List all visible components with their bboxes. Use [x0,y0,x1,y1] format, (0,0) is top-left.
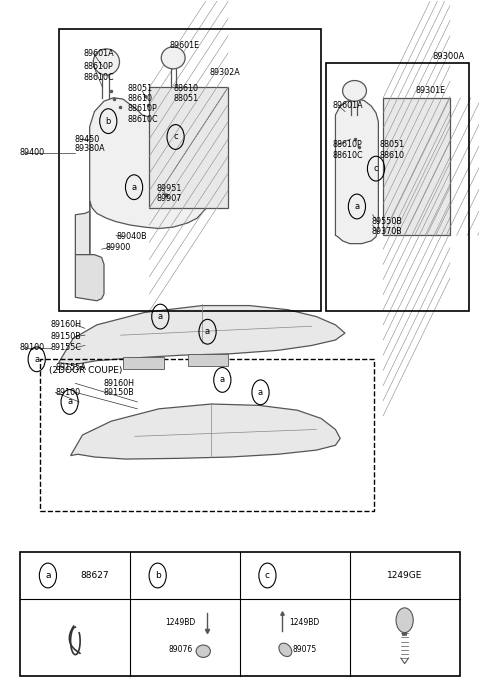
Text: 88610C: 88610C [84,73,115,82]
Text: 89155A: 89155A [55,363,86,372]
Text: 1249BD: 1249BD [165,618,195,627]
Text: c: c [265,571,270,580]
Text: a: a [132,182,137,191]
Text: 89601A: 89601A [332,102,363,111]
Text: 88051: 88051 [173,94,198,103]
Polygon shape [336,99,378,244]
Text: 1249BD: 1249BD [289,618,320,627]
Text: c: c [374,164,378,173]
Ellipse shape [343,81,366,101]
Polygon shape [75,211,90,255]
Text: c: c [173,133,178,142]
Bar [21,552,459,676]
Text: 89900: 89900 [106,243,131,252]
Text: 89160H: 89160H [103,379,134,388]
Text: b: b [106,117,111,126]
Text: 89550B: 89550B [371,217,402,226]
Text: 89601E: 89601E [170,41,200,50]
Text: a: a [67,397,72,406]
Text: 89075: 89075 [292,645,316,654]
Text: 88610C: 88610C [128,115,158,124]
Bar [123,357,164,369]
Circle shape [396,608,413,633]
Text: 89302A: 89302A [210,68,240,77]
Text: 88610C: 88610C [332,151,363,160]
Text: a: a [45,571,51,580]
Text: 89380A: 89380A [74,144,105,153]
Text: a: a [34,354,39,363]
Text: 89907: 89907 [156,193,182,202]
Text: a: a [158,312,163,321]
Text: 89601A: 89601A [84,49,115,58]
Text: 89150B: 89150B [50,332,81,341]
Text: 89400: 89400 [20,149,45,158]
Text: a: a [258,388,263,397]
Text: 88627: 88627 [80,571,109,580]
Bar [39,359,373,511]
Text: 88610: 88610 [379,151,404,160]
Bar [149,88,228,208]
Text: 88610: 88610 [173,84,198,93]
Text: 89450: 89450 [74,135,100,144]
Ellipse shape [161,47,185,69]
Text: 89155C: 89155C [50,343,82,352]
Polygon shape [71,404,340,459]
Text: 89040B: 89040B [117,232,147,241]
Text: 88051: 88051 [379,140,405,149]
Bar [59,29,321,311]
Ellipse shape [93,49,120,75]
Text: 88610P: 88610P [332,140,362,149]
Text: 88610P: 88610P [128,104,157,113]
Text: a: a [205,328,210,337]
Text: 88051: 88051 [128,84,153,93]
Text: 89951: 89951 [156,184,182,193]
Text: 89150B: 89150B [103,388,134,397]
Text: b: b [155,571,160,580]
Bar [188,354,228,366]
Text: 89301E: 89301E [416,86,446,95]
Polygon shape [59,305,345,365]
Text: 88610P: 88610P [84,61,114,70]
Bar [326,64,469,311]
Bar [383,97,450,236]
Text: (2DOOR COUPE): (2DOOR COUPE) [49,366,122,375]
Text: 89300A: 89300A [432,52,464,61]
Text: 89076: 89076 [168,645,192,654]
Ellipse shape [196,645,210,657]
Text: 89100: 89100 [55,388,81,397]
Ellipse shape [279,643,292,656]
Text: 89370B: 89370B [371,227,402,236]
Text: 88610: 88610 [128,94,153,103]
Polygon shape [75,255,104,301]
Polygon shape [90,97,209,255]
Text: 89100: 89100 [20,343,45,352]
Text: 1249GE: 1249GE [387,571,422,580]
Text: 89160H: 89160H [50,321,82,330]
Text: a: a [220,375,225,384]
Text: a: a [354,202,360,211]
